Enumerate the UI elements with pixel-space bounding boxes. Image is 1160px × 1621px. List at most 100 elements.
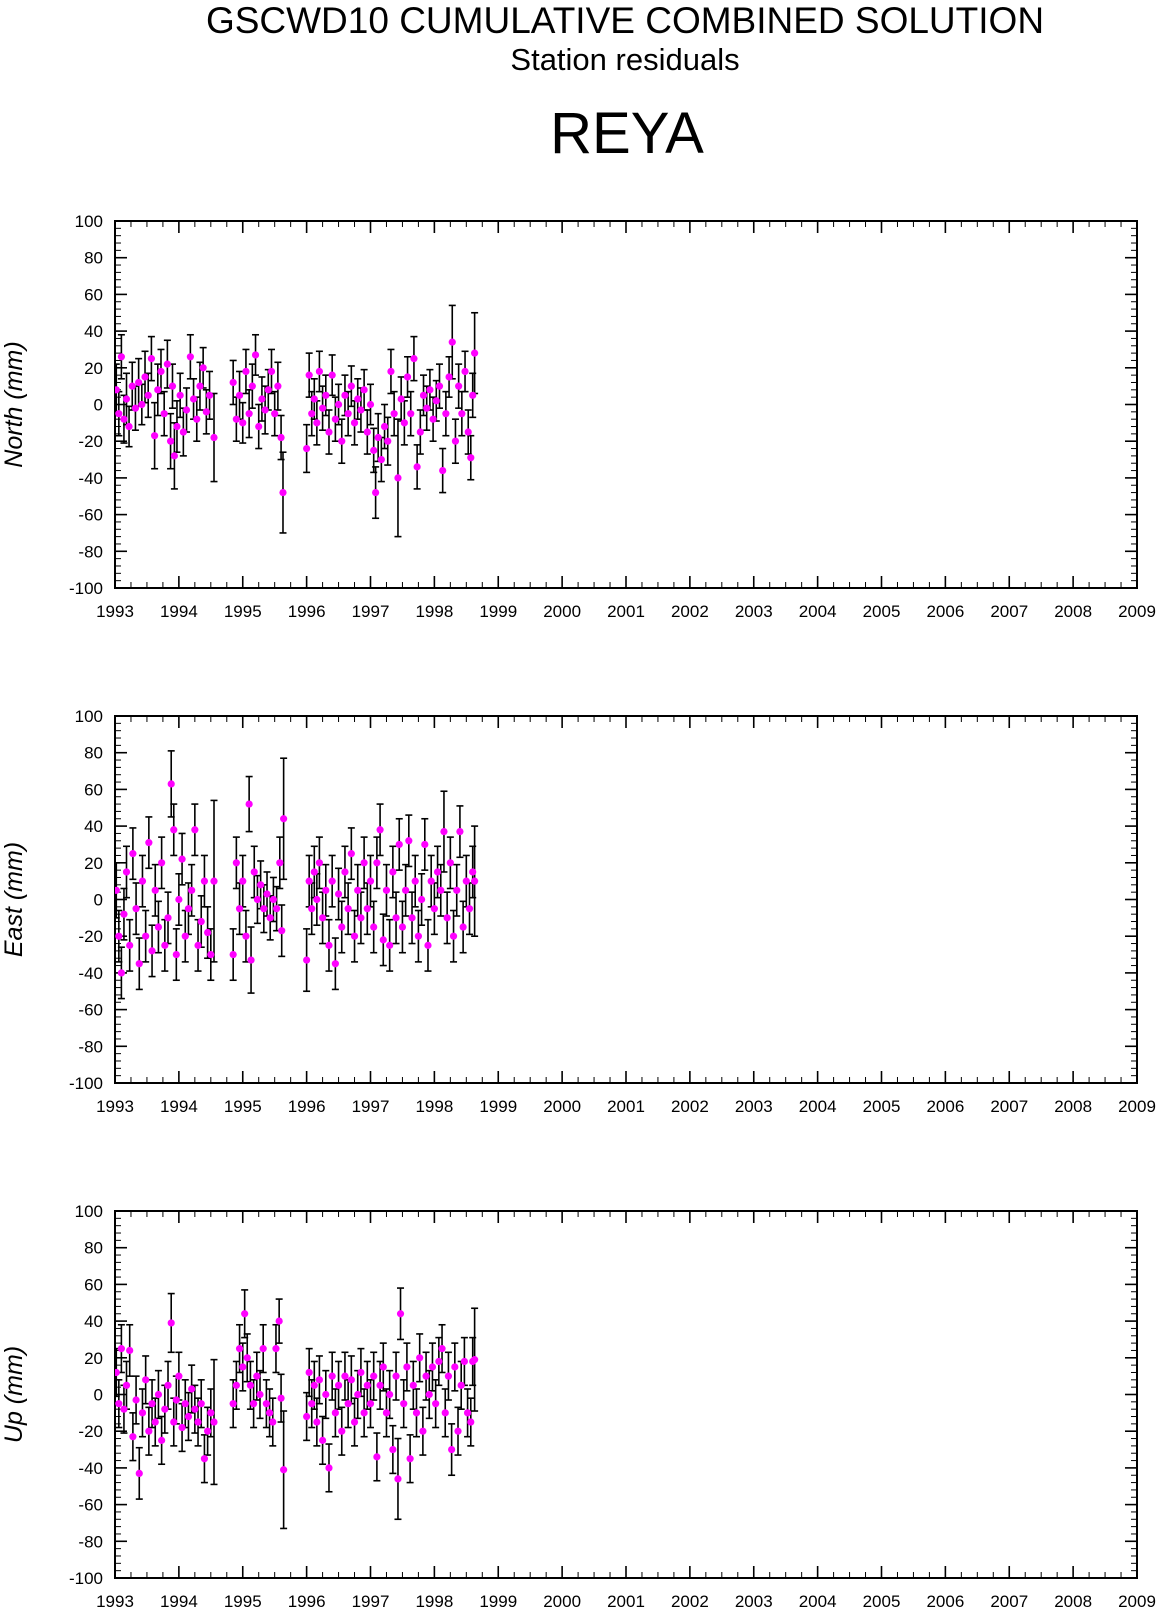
data-point: [269, 895, 278, 904]
panel-up: 1993 1994 1995 1996 1997 1998 1999 2000 2001 2002…: [0, 1202, 1156, 1611]
panels: 1993 1994 1995 1996 1997 1998 1999 2000 2001 2002…: [0, 212, 1156, 1611]
y-tick-label: 60: [84, 780, 103, 799]
data-point: [416, 428, 424, 436]
data-point: [407, 410, 415, 418]
data-point: [305, 877, 313, 885]
data-point: [250, 868, 258, 876]
data-point: [403, 1363, 411, 1371]
x-tick-label: 2006: [926, 1592, 964, 1611]
data-point: [207, 950, 215, 959]
data-point: [172, 1396, 180, 1404]
data-point: [347, 382, 355, 390]
data-point: [382, 1409, 391, 1417]
data-point: [160, 410, 168, 418]
data-point: [154, 386, 162, 394]
data-point: [376, 1381, 384, 1389]
data-point: [315, 1376, 323, 1384]
data-point: [350, 1418, 359, 1426]
x-tick-label: 2001: [607, 1592, 645, 1611]
data-point: [444, 1372, 453, 1380]
data-point: [205, 391, 214, 399]
data-point: [363, 905, 371, 913]
data-point: [197, 917, 205, 926]
data-point: [438, 1345, 446, 1353]
data-point: [179, 428, 187, 436]
x-tick-label: 1997: [352, 602, 390, 621]
data-point: [338, 923, 346, 931]
data-point: [432, 1400, 440, 1408]
data-point: [398, 923, 407, 931]
data-point: [308, 905, 316, 913]
data-point: [424, 941, 432, 949]
y-tick-label: 60: [84, 1275, 103, 1294]
x-tick-label: 2003: [735, 1592, 773, 1611]
x-tick-label: 2001: [607, 602, 645, 621]
data-point: [421, 840, 429, 849]
data-point: [318, 404, 327, 412]
y-tick-label: -100: [69, 579, 103, 598]
data-point: [366, 1400, 375, 1408]
x-tick-label: 2000: [543, 1097, 581, 1116]
data-point: [416, 1354, 424, 1362]
data-point: [170, 826, 178, 834]
data-point: [363, 1381, 371, 1389]
data-point: [175, 1372, 183, 1380]
data-point: [459, 923, 467, 931]
x-tick-label: 1993: [96, 1592, 134, 1611]
data-point: [344, 1400, 352, 1408]
data-series: [115, 1287, 479, 1530]
data-point: [147, 355, 156, 363]
y-axis-label: Up (mm): [0, 1346, 28, 1443]
x-tick-label: 2001: [607, 1097, 645, 1116]
x-tick-label: 1998: [415, 602, 453, 621]
data-point: [193, 415, 201, 423]
data-point: [142, 932, 150, 940]
data-point: [360, 859, 368, 867]
data-point: [331, 415, 339, 423]
data-point: [243, 1354, 251, 1362]
x-tick-label: 1998: [415, 1097, 453, 1116]
data-point: [148, 947, 156, 955]
data-point: [167, 780, 175, 788]
x-tick-label: 2007: [990, 1097, 1028, 1116]
data-point: [253, 895, 262, 904]
data-point: [129, 1433, 137, 1441]
data-point: [390, 410, 398, 418]
x-tick-label: 1999: [479, 602, 517, 621]
data-point: [151, 1418, 159, 1426]
data-point: [354, 395, 362, 403]
plot-frame: [114, 1210, 1138, 1579]
x-tick-label: 2004: [799, 602, 837, 621]
data-point: [261, 406, 269, 414]
data-point: [322, 886, 330, 894]
x-tick-label: 2004: [799, 1097, 837, 1116]
data-point: [138, 1409, 147, 1417]
panel-north: 1993 1994 1995 1996 1997 1998 1999 2000 2001 2002…: [0, 212, 1156, 621]
data-point: [344, 410, 352, 418]
data-point: [341, 1372, 349, 1380]
data-point: [379, 1363, 387, 1371]
data-point: [184, 905, 193, 913]
data-point: [347, 1376, 355, 1384]
x-tick-label: 1998: [415, 1592, 453, 1611]
data-point: [471, 877, 479, 885]
x-tick-label: 2008: [1054, 1592, 1092, 1611]
data-point: [135, 1469, 143, 1478]
y-tick-label: -40: [78, 469, 103, 488]
data-point: [194, 1418, 202, 1426]
data-point: [188, 886, 196, 894]
data-point: [200, 1455, 209, 1463]
x-tick-label: 1993: [96, 602, 134, 621]
data-point: [138, 877, 147, 885]
data-point: [334, 890, 343, 898]
data-point: [400, 419, 408, 427]
data-point: [277, 433, 285, 442]
data-point: [354, 1390, 362, 1399]
x-tick-label: 1995: [224, 602, 262, 621]
data-point: [315, 367, 323, 376]
data-point: [170, 1418, 178, 1426]
data-point: [445, 373, 453, 381]
data-point: [188, 1385, 196, 1393]
data-point: [303, 444, 311, 453]
